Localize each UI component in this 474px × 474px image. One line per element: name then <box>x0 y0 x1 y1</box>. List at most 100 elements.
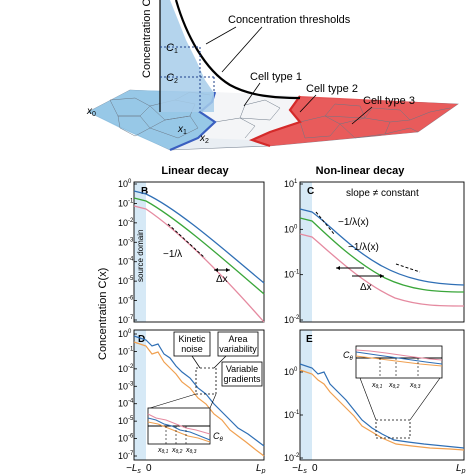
panel-e-y-ticks: 100 10-1 10-2 <box>284 367 303 463</box>
cell-type-1-pointer <box>243 82 261 107</box>
panel-b-slope-label: −1/λ <box>163 249 182 260</box>
panel-d-letter: D <box>138 334 145 345</box>
area-variability-box <box>217 331 259 357</box>
cell-type-2-pointer <box>299 94 317 113</box>
panel-d-zoom-connector-1 <box>149 393 197 409</box>
panel-b: B 100 10-1 10-2 10-3 10-4 10-5 10-6 10-7 −1/λ s… <box>118 179 265 325</box>
cell-type-1-label: Cell type 1 <box>250 71 302 83</box>
y-tick-label: 10-1 <box>118 198 134 208</box>
y-tick-label: 10-4 <box>118 399 134 409</box>
threshold-pointer-2 <box>221 26 263 73</box>
panel-e-xt2: xθ,2 <box>388 382 400 390</box>
panel-b-curve-blue <box>133 190 265 284</box>
panel-b-letter: B <box>141 186 148 197</box>
x-axis-left-minus-ls: −Ls <box>126 463 141 474</box>
panel-d-xt1: xθ,1 <box>157 447 169 455</box>
x-axis-right: −Ls 0 Lp <box>292 463 466 474</box>
x-axis-right-minus-ls: −Ls <box>292 463 307 474</box>
y-tick-label: 10-2 <box>118 364 134 374</box>
panel-c-slope-line-2 <box>395 263 421 273</box>
panel-c-note: slope ≠ constant <box>346 188 419 199</box>
y-tick-label: 10-2 <box>284 315 300 325</box>
panel-d-inset-curve-pink <box>147 413 211 435</box>
y-tick-label: 100 <box>118 329 132 339</box>
panel-d-xt2: xθ,2 <box>171 447 183 455</box>
panel-d-source-domain <box>134 330 146 460</box>
panel-d-zoom-region <box>195 367 217 395</box>
panel-d-curve-blue <box>133 335 265 447</box>
cell-region-white <box>198 92 300 140</box>
panel-c-slope-label-2: −1/λ(x) <box>348 242 379 253</box>
panel-c-source-domain <box>300 182 312 322</box>
lower-y-axis-label: Concentration C(x) <box>97 268 109 360</box>
variable-gradients-label: Variable gradients <box>223 364 261 384</box>
panel-d-xt3: xθ,3 <box>185 447 197 455</box>
panel-e-inset-curve-blue <box>355 351 443 365</box>
y-tick-label: 10-4 <box>118 257 134 267</box>
area-variability-label: Area variability <box>219 334 257 354</box>
y-tick-label: 100 <box>284 224 298 234</box>
panel-e-zoom-connector-2 <box>409 377 441 421</box>
concentration-curve <box>174 0 301 100</box>
c1-label: C1 <box>166 42 178 55</box>
x-axis-left: −Ls 0 Lp <box>126 463 266 474</box>
concentration-area <box>160 0 214 112</box>
panel-c-curve-blue <box>299 208 465 286</box>
panel-e-xt1: xθ,1 <box>371 382 383 390</box>
y-tick-label: 10-1 <box>284 410 300 420</box>
panel-d-frame <box>133 329 265 461</box>
header-nonlinear: Non-linear decay <box>316 165 406 177</box>
panel-b-source-domain <box>134 182 146 322</box>
panel-c-letter: C <box>307 186 314 197</box>
panel-e-curve-orange <box>299 369 465 451</box>
x1-label: x1 <box>177 124 187 136</box>
y-tick-label: 101 <box>284 179 298 189</box>
y-tick-label: 10-3 <box>118 237 134 247</box>
threshold-pointer-1 <box>205 26 237 45</box>
x2-label: x2 <box>199 133 209 145</box>
panel-c-curve-green <box>299 217 465 293</box>
panel-e-xt3: xθ,3 <box>409 382 421 390</box>
annotation-pointer-1 <box>191 355 201 369</box>
panel-d-y-ticks: 100 10-1 10-2 10-3 10-4 10-5 10-6 10-7 <box>118 329 137 461</box>
x-axis-right-zero: 0 <box>312 463 318 474</box>
panel-c-frame <box>299 181 465 323</box>
panel-e-curve-blue <box>299 363 465 449</box>
kinetic-noise-box <box>173 331 211 357</box>
x0-label: x0 <box>86 106 96 118</box>
threshold-title: Concentration thresholds <box>228 14 351 26</box>
panel-d: D 100 10-1 10-2 10-3 10-4 10-5 10-6 10-7 Cθ xθ,… <box>118 329 265 461</box>
panel-c-dx-arrowhead-1 <box>336 266 340 270</box>
kinetic-noise-label: Kinetic noise <box>178 334 206 354</box>
panel-d-curve-orange <box>133 341 265 457</box>
panel-e-inset-curve-orange <box>355 355 443 367</box>
variable-gradients-box <box>221 361 263 387</box>
panel-e-frame <box>299 329 465 461</box>
x-axis-right-lp: Lp <box>456 463 466 474</box>
panel-c-curve-pink <box>299 233 465 307</box>
y-tick-label: 10-1 <box>118 346 134 356</box>
panel-b-dx-label: Δx <box>216 274 228 285</box>
panel-e: E 100 10-1 10-2 Cθ xθ,1 xθ,2 xθ,3 <box>284 329 465 463</box>
y-tick-label: 100 <box>118 179 132 189</box>
c2-label: C2 <box>166 72 178 85</box>
y-tick-label: 10-1 <box>284 270 300 280</box>
y-tick-label: 10-5 <box>118 276 134 286</box>
y-tick-label: 10-7 <box>118 451 134 461</box>
panel-b-source-label: source domain <box>136 230 145 282</box>
panel-e-zoom-region <box>375 419 411 439</box>
panel-d-inset-curve-orange <box>147 421 211 443</box>
panel-b-dx-arrowhead-right <box>226 268 230 272</box>
panel-b-curve-pink <box>133 205 265 323</box>
y-tick-label: 10-6 <box>118 434 134 444</box>
top-y-axis-label: Concentration C(x) <box>141 0 153 78</box>
panel-e-ctheta: Cθ <box>343 350 354 362</box>
panel-b-y-ticks: 100 10-1 10-2 10-3 10-4 10-5 10-6 10-7 <box>118 179 137 325</box>
panel-c-dx-arrowhead-2 <box>380 274 384 278</box>
panel-c: C slope ≠ constant 101 100 10-1 10-2 −1/λ(x… <box>284 179 465 325</box>
panel-b-frame <box>133 181 265 323</box>
panel-e-letter: E <box>306 334 313 345</box>
y-tick-label: 10-7 <box>118 315 134 325</box>
panel-c-y-ticks: 101 100 10-1 10-2 <box>284 179 303 325</box>
